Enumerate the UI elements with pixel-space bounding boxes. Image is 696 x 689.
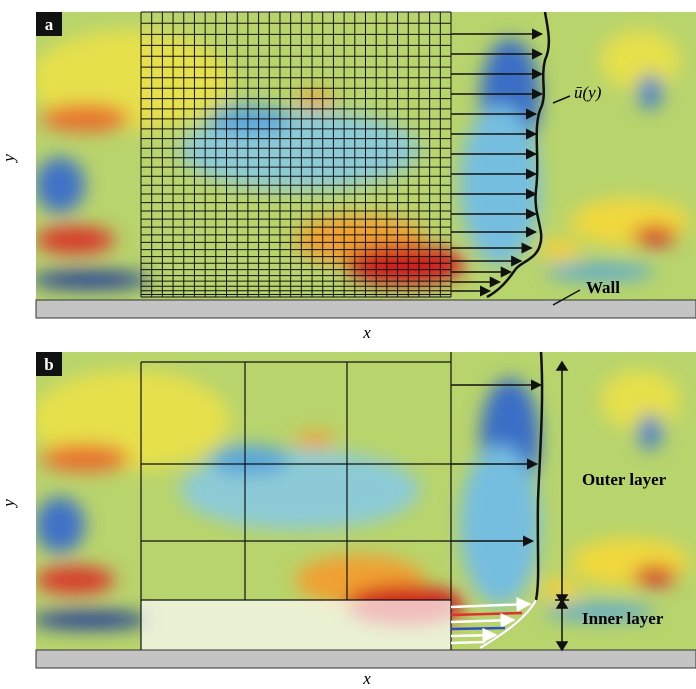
profile-label: ū(y)	[574, 83, 602, 102]
y-axis-label: y	[0, 154, 18, 164]
wall	[36, 650, 696, 668]
wall	[36, 300, 696, 318]
panel-label: b	[44, 355, 53, 374]
y-axis-label: y	[0, 499, 18, 509]
inner-layer-label: Inner layer	[582, 609, 664, 628]
wall-label: Wall	[586, 278, 620, 297]
figure: a ū(y) Wall y x b Outer layer Inner laye…	[0, 0, 696, 689]
panel-label: a	[45, 15, 54, 34]
outer-layer-label: Outer layer	[582, 470, 667, 489]
x-axis-label: x	[362, 669, 371, 688]
x-axis-label: x	[362, 323, 371, 342]
